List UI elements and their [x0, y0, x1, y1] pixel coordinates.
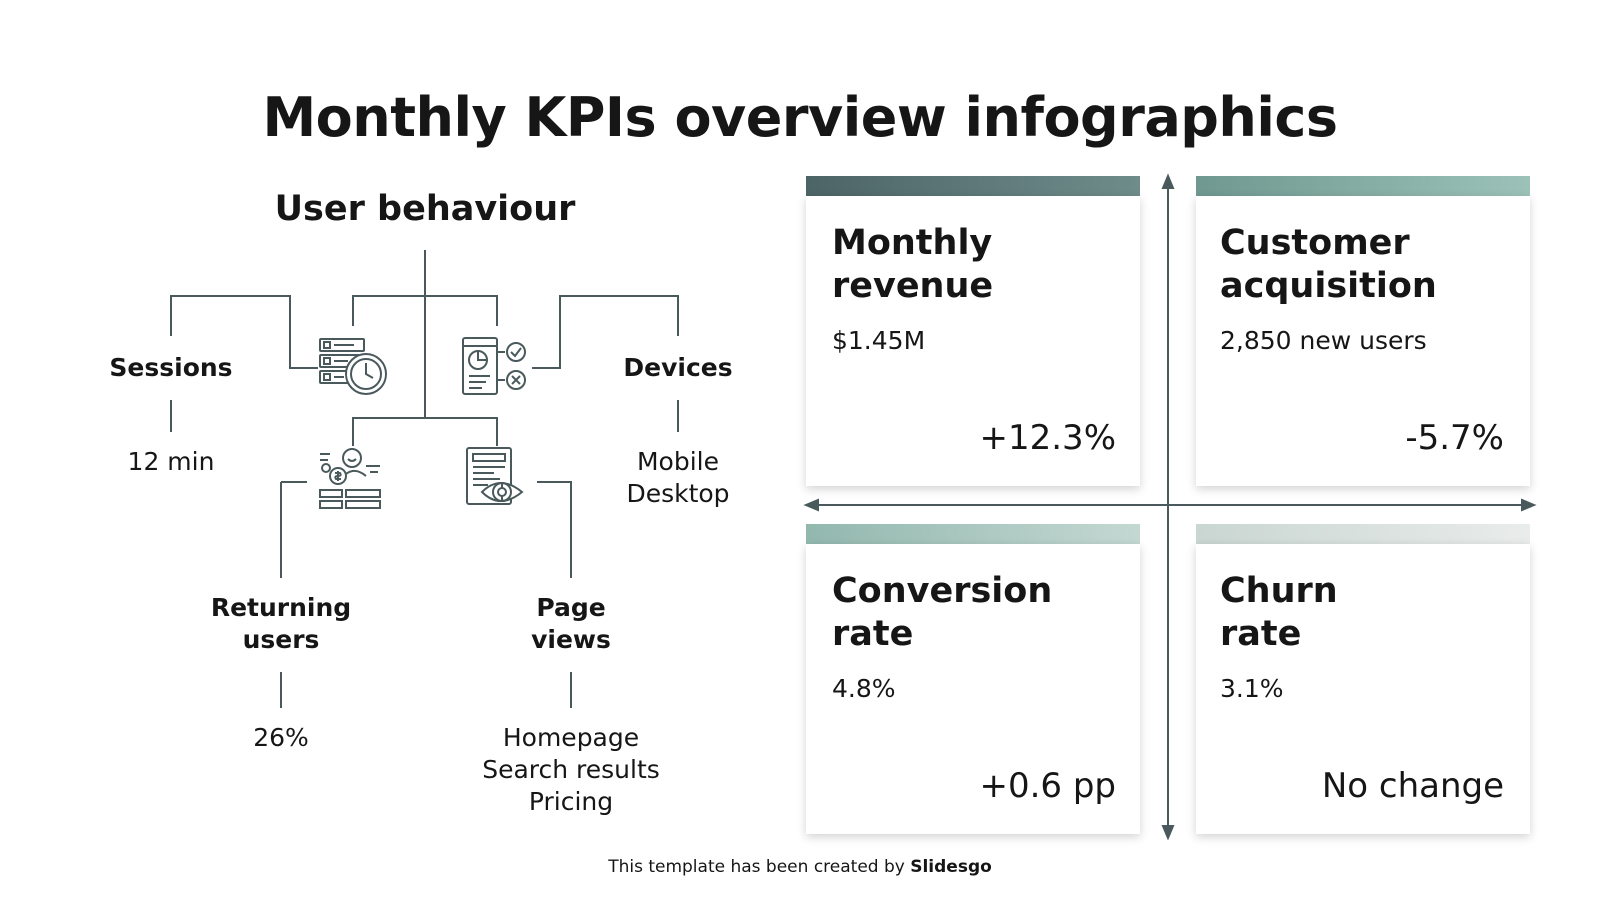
footer-text: This template has been created by [608, 857, 905, 877]
kpi-title-line: rate [832, 614, 914, 654]
footer-brand-link[interactable]: Slidesgo [910, 857, 992, 877]
sessions-label: Sessions [109, 353, 233, 382]
sessions-value: 12 min [127, 447, 215, 476]
kpi-change: No change [1321, 766, 1504, 806]
devices-value-desktop: Desktop [626, 479, 730, 508]
devices-label: Devices [623, 353, 733, 382]
kpi-title-line: Customer [1220, 223, 1410, 263]
kpi-card-bar-churn [1196, 524, 1530, 544]
returning-users-label-line: users [242, 625, 320, 654]
customer-money-icon [319, 448, 381, 509]
returning-users-label: Returning users [181, 592, 381, 656]
kpi-value: 2,850 new users [1220, 326, 1427, 355]
kpi-title-line: Conversion [832, 571, 1053, 611]
kpi-title: Churn rate [1220, 570, 1338, 656]
report-check-icon [462, 337, 526, 395]
devices-value-mobile: Mobile [636, 447, 719, 476]
kpi-card-bar-revenue [806, 176, 1140, 196]
kpi-card-acquisition: Customer acquisition 2,850 new users -5.… [1196, 196, 1530, 486]
page-views-value-pricing: Pricing [528, 787, 614, 816]
kpi-card-conversion: Conversion rate 4.8% +0.6 pp [806, 544, 1140, 834]
kpi-card-revenue: Monthly revenue $1.45M +12.3% [806, 196, 1140, 486]
kpi-value: $1.45M [832, 326, 926, 355]
kpi-value: 4.8% [832, 674, 896, 703]
page-views-label-line: Page [536, 593, 606, 622]
kpi-change: +12.3% [979, 418, 1117, 458]
user-behaviour-heading: User behaviour [274, 189, 576, 229]
kpi-change: -5.7% [1405, 418, 1504, 458]
footer-credit: This template has been created by Slides… [0, 857, 1600, 877]
page-views-label: Page views [456, 592, 686, 656]
page-views-value-homepage: Homepage [502, 723, 640, 752]
kpi-title-line: revenue [832, 266, 994, 306]
kpi-change: +0.6 pp [979, 766, 1116, 806]
page-title: Monthly KPIs overview infographics [262, 86, 1338, 149]
document-eye-icon [466, 447, 524, 505]
page-views-label-line: views [531, 625, 611, 654]
kpi-title: Customer acquisition [1220, 222, 1437, 308]
page-views-values: Homepage Search results Pricing [456, 722, 686, 818]
kpi-title-line: Monthly [832, 223, 993, 263]
kpi-title-line: Churn [1220, 571, 1338, 611]
page-views-value-search-results: Search results [482, 755, 660, 784]
returning-users-value: 26% [253, 723, 309, 752]
kpi-title-line: acquisition [1220, 266, 1437, 306]
kpi-value: 3.1% [1220, 674, 1284, 703]
kpi-card-bar-acquisition [1196, 176, 1530, 196]
kpi-title-line: rate [1220, 614, 1302, 654]
server-clock-icon [319, 338, 387, 395]
returning-users-label-line: Returning [210, 593, 352, 622]
kpi-card-bar-conversion [806, 524, 1140, 544]
kpi-title: Conversion rate [832, 570, 1052, 656]
devices-values: Mobile Desktop [578, 446, 778, 510]
kpi-title: Monthly revenue [832, 222, 993, 308]
kpi-card-churn: Churn rate 3.1% No change [1196, 544, 1530, 834]
kpi-quadrant-axes [803, 173, 1537, 840]
